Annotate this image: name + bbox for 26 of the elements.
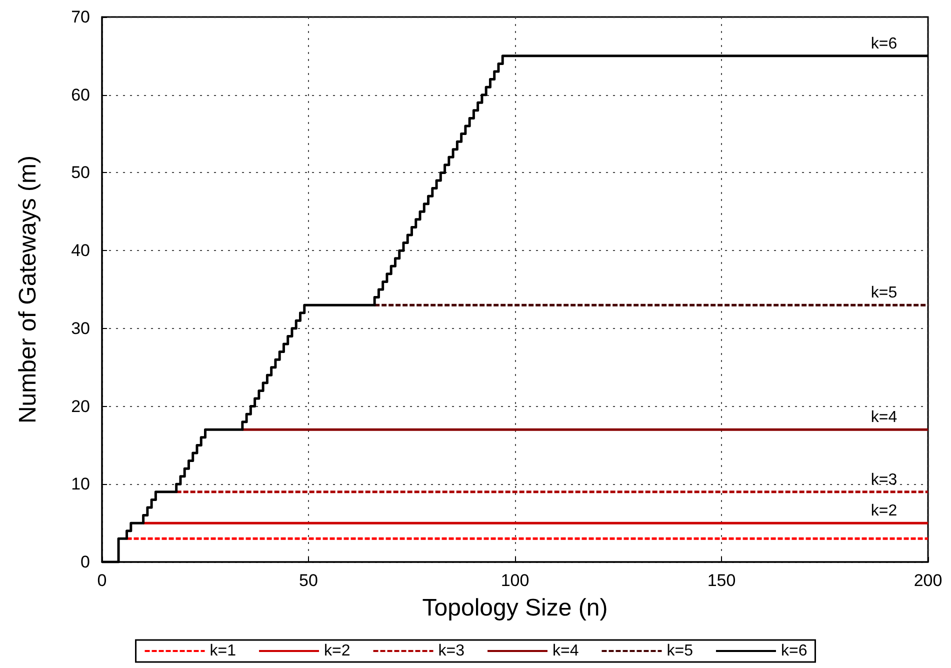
annotation: k=3 — [870, 471, 898, 488]
legend-label: k=6 — [780, 642, 808, 660]
legend-label: k=4 — [552, 642, 579, 660]
x-tick-label: 150 — [707, 571, 736, 590]
y-tick-label: 40 — [71, 241, 90, 260]
legend-label: k=5 — [666, 642, 694, 660]
x-tick-label: 200 — [914, 571, 942, 590]
y-tick-label: 50 — [71, 163, 90, 182]
y-tick-label: 20 — [71, 396, 90, 416]
y-tick-label: 60 — [71, 85, 90, 104]
y-tick-label: 10 — [71, 474, 90, 494]
y-axis-title: Number of Gateways (m) — [14, 155, 42, 424]
annotation: k=4 — [870, 409, 898, 426]
legend-label: k=2 — [324, 642, 350, 660]
x-tick-label: 50 — [299, 571, 318, 590]
x-axis-title: Topology Size (n) — [422, 594, 608, 622]
x-tick-label: 100 — [500, 571, 530, 590]
x-tick-label: 0 — [97, 571, 107, 590]
annotation: k=5 — [870, 284, 898, 302]
y-tick-label: 0 — [80, 552, 90, 572]
y-tick-label: 30 — [71, 318, 90, 338]
legend-label: k=1 — [210, 642, 236, 660]
legend-label: k=3 — [438, 642, 465, 660]
annotation: k=2 — [870, 502, 898, 520]
y-tick-label: 70 — [71, 8, 90, 26]
annotation: k=6 — [870, 35, 898, 52]
